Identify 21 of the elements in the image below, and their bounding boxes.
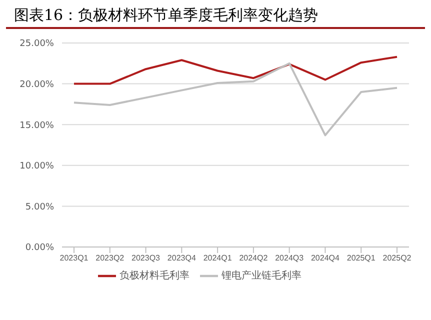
x-tick-label: 2024Q1 (203, 254, 232, 263)
y-tick-label: 20.00% (20, 80, 54, 90)
y-tick-label: 5.00% (25, 202, 54, 212)
x-tick-label: 2024Q4 (310, 254, 340, 263)
x-tick-label: 2023Q2 (96, 254, 125, 263)
x-tick-label: 2024Q2 (239, 254, 268, 263)
y-tick-label: 25.00% (20, 39, 54, 50)
line-series (73, 62, 398, 136)
x-tick-label: 2024Q3 (275, 254, 304, 263)
x-tick-label: 2023Q3 (132, 254, 161, 263)
y-tick-label: 10.00% (20, 162, 54, 172)
x-tick-label: 2023Q4 (167, 254, 196, 263)
x-tick-label: 2025Q2 (382, 254, 412, 263)
line-series (73, 56, 398, 85)
legend-label: 锂电产业链毛利率 (222, 270, 302, 282)
y-tick-label: 0.00% (25, 243, 54, 254)
chart-title: 图表16：负极材料环节单季度毛利率变化趋势 (14, 6, 318, 24)
x-tick-label: 2023Q1 (60, 254, 89, 263)
legend-label: 负极材料毛利率 (120, 270, 190, 282)
y-tick-label: 15.00% (20, 120, 54, 131)
x-tick-label: 2025Q1 (346, 254, 376, 263)
